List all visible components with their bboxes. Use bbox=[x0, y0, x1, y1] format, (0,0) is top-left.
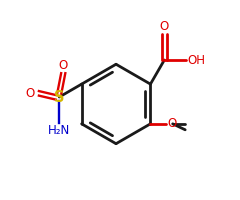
Text: O: O bbox=[59, 59, 68, 72]
Text: O: O bbox=[160, 20, 169, 33]
Text: O: O bbox=[167, 117, 176, 130]
Text: H₂N: H₂N bbox=[48, 124, 70, 137]
Text: OH: OH bbox=[187, 54, 205, 67]
Text: S: S bbox=[54, 90, 65, 105]
Text: O: O bbox=[25, 87, 35, 100]
